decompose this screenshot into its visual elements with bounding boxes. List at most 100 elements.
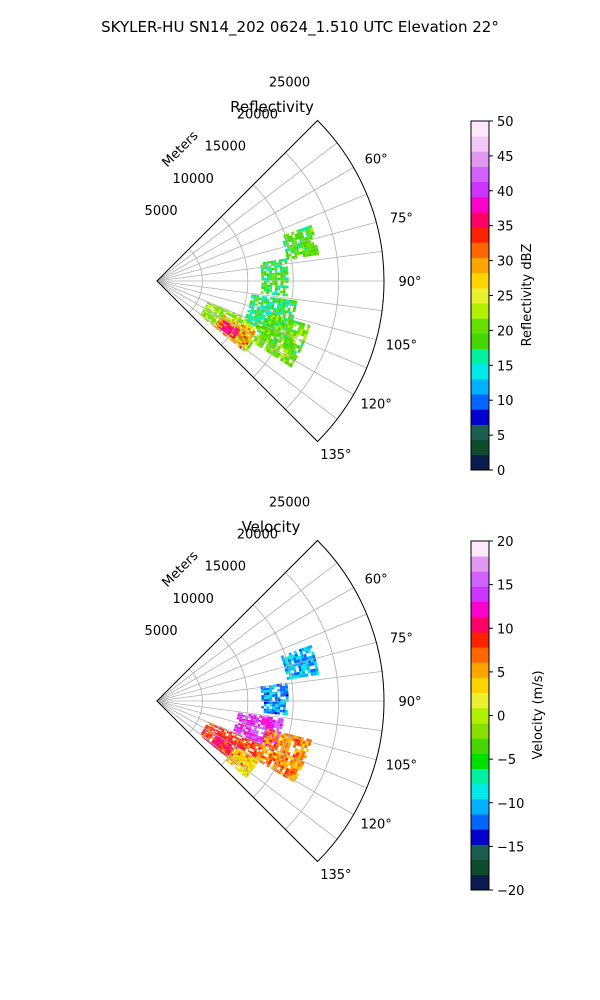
echo-gate <box>247 744 251 748</box>
echo-gate <box>238 729 243 732</box>
echo-gate <box>265 320 270 324</box>
echo-gate <box>228 749 232 753</box>
echo-gate <box>229 748 233 752</box>
echo-gate <box>293 751 297 755</box>
echo-gate <box>306 656 311 661</box>
echo-gate <box>299 328 304 333</box>
echo-gate <box>246 746 250 750</box>
echo-gate <box>265 263 269 267</box>
echo-gate <box>287 337 292 342</box>
colorbar-segment <box>471 844 489 861</box>
echo-gate <box>274 709 278 712</box>
echo-gate <box>249 302 253 305</box>
echo-gate <box>206 313 210 316</box>
colorbar-segment <box>471 439 489 456</box>
echo-gate <box>282 756 286 760</box>
echo-gate <box>282 341 287 346</box>
echo-gate <box>302 250 306 255</box>
echo-gate <box>281 316 285 321</box>
echo-gate <box>250 728 254 732</box>
echo-gate <box>263 690 267 693</box>
echo-gate <box>250 308 254 312</box>
echo-gate <box>294 255 298 259</box>
echo-gate <box>221 308 225 312</box>
echo-gate <box>271 754 275 758</box>
echo-gate <box>278 259 282 263</box>
echo-gate <box>216 306 220 310</box>
echo-gate <box>208 725 211 728</box>
echo-gate <box>299 671 303 675</box>
echo-gate <box>221 734 226 737</box>
echo-gate <box>224 754 229 758</box>
echo-gate <box>279 261 283 265</box>
echo-gate <box>259 316 263 320</box>
azimuth-spoke <box>156 700 367 789</box>
echo-gate <box>256 295 260 298</box>
echo-gate <box>287 355 292 360</box>
echo-gate <box>285 293 288 297</box>
echo-gate <box>242 758 247 763</box>
echo-gate <box>271 319 275 323</box>
echo-gate <box>287 307 291 312</box>
echo-gate <box>238 332 242 336</box>
echo-gate <box>238 318 242 321</box>
echo-gate <box>233 727 237 730</box>
echo-gate <box>238 755 242 759</box>
echo-gate <box>278 298 282 301</box>
echo-gate <box>266 718 270 722</box>
echo-gate <box>286 346 290 351</box>
radial-tick-label: 10000 <box>173 172 214 187</box>
echo-gate <box>268 306 272 310</box>
echo-gate <box>261 298 265 301</box>
echo-gate <box>266 711 270 714</box>
echo-gate <box>267 328 272 333</box>
echo-gate <box>219 307 223 311</box>
velocity-colorbar-ticks: −20 −15 −10 −5 0 5 10 15 20 <box>489 535 524 899</box>
echo-gate <box>270 321 275 326</box>
echo-gate <box>218 326 222 330</box>
echo-gate <box>293 343 298 348</box>
echo-gate <box>215 323 219 326</box>
azimuth-tick-label: 75° <box>390 632 413 647</box>
echo-gate <box>283 760 288 764</box>
colorbar-segment <box>471 768 489 785</box>
colorbar-segment <box>471 394 489 410</box>
echo-gate <box>273 732 277 737</box>
echo-gate <box>253 338 258 342</box>
echo-gate <box>239 759 243 763</box>
echo-gate <box>212 739 216 742</box>
echo-gate <box>269 708 272 712</box>
echo-gate <box>303 333 308 338</box>
echo-gate <box>300 244 304 249</box>
azimuth-tick-label: 60° <box>365 153 388 168</box>
echo-gate <box>277 704 281 707</box>
echo-gate <box>313 671 317 676</box>
echo-gate <box>224 735 228 739</box>
echo-gate <box>261 273 264 276</box>
echo-gate <box>297 755 301 760</box>
echo-gate <box>283 663 287 667</box>
echo-gate <box>280 298 284 302</box>
echo-gate <box>298 752 303 757</box>
echo-gate <box>228 312 233 315</box>
echo-gate <box>248 713 252 717</box>
echo-gate <box>302 336 307 341</box>
echo-gate <box>264 716 268 719</box>
echo-gate <box>285 301 289 306</box>
echo-gate <box>290 237 294 242</box>
colorbar-segment <box>471 738 489 754</box>
echo-gate <box>269 301 273 305</box>
echo-gate <box>287 350 291 355</box>
echo-gate <box>207 306 211 310</box>
echo-gate <box>234 755 239 760</box>
echo-gate <box>262 261 266 265</box>
echo-gate <box>285 266 289 270</box>
echo-gate <box>250 296 254 299</box>
echo-gate <box>272 701 275 705</box>
echo-gate <box>291 778 296 783</box>
echo-gate <box>279 353 284 358</box>
echo-gate <box>222 748 226 752</box>
echo-gate <box>272 272 275 276</box>
echo-gate <box>243 762 248 766</box>
echo-gate <box>248 759 253 764</box>
